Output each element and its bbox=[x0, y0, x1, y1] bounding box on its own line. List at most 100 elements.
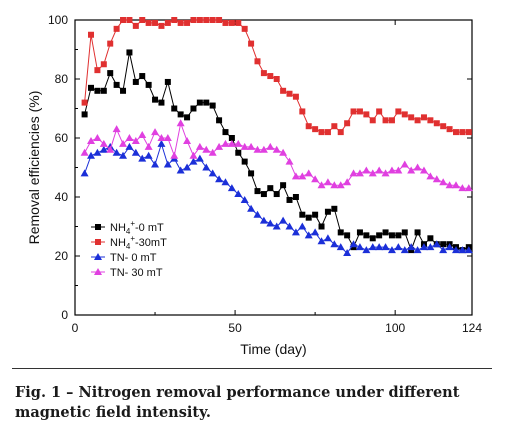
data-point bbox=[235, 149, 242, 156]
data-point bbox=[356, 229, 363, 236]
data-point bbox=[202, 145, 211, 153]
data-point bbox=[446, 126, 453, 133]
data-point bbox=[215, 175, 224, 183]
data-point bbox=[171, 17, 178, 23]
data-point bbox=[247, 204, 256, 212]
data-point bbox=[222, 129, 229, 136]
data-point bbox=[125, 142, 134, 150]
data-point bbox=[125, 134, 134, 141]
data-point bbox=[266, 142, 275, 150]
data-point bbox=[408, 114, 415, 121]
series-2 bbox=[80, 139, 473, 257]
data-point bbox=[228, 135, 235, 141]
data-point bbox=[291, 228, 300, 236]
data-point bbox=[344, 120, 351, 127]
data-point bbox=[259, 216, 268, 224]
data-point bbox=[305, 214, 312, 221]
data-point bbox=[330, 240, 339, 248]
data-point bbox=[388, 117, 395, 124]
data-point bbox=[241, 158, 248, 165]
data-point bbox=[400, 246, 409, 254]
data-point bbox=[120, 17, 127, 23]
legend-label-superscript: + bbox=[130, 234, 135, 243]
data-point bbox=[355, 169, 364, 177]
legend-item: TN- 30 mT bbox=[91, 267, 163, 279]
data-point bbox=[432, 240, 441, 248]
legend-marker bbox=[95, 224, 101, 230]
legend-label-part: -0 mT bbox=[135, 222, 164, 234]
data-point bbox=[362, 246, 371, 254]
data-point bbox=[414, 229, 421, 236]
data-point bbox=[196, 99, 203, 106]
data-point bbox=[286, 90, 293, 97]
data-point bbox=[267, 73, 274, 80]
data-point bbox=[209, 17, 216, 23]
data-point bbox=[152, 19, 159, 26]
data-point bbox=[221, 178, 230, 186]
data-point bbox=[241, 25, 248, 32]
data-point bbox=[158, 99, 165, 106]
legend-label: NH4+-30mT bbox=[110, 234, 167, 251]
data-point bbox=[221, 139, 230, 147]
data-point bbox=[272, 222, 281, 230]
legend-label-subscript: 4 bbox=[126, 242, 131, 251]
data-point bbox=[260, 70, 267, 77]
data-point bbox=[285, 222, 294, 230]
data-point bbox=[324, 208, 331, 215]
data-point bbox=[336, 181, 345, 189]
legend-item: TN- 0 mT bbox=[91, 252, 157, 264]
data-point bbox=[401, 229, 408, 236]
data-point bbox=[304, 231, 313, 239]
data-point bbox=[323, 234, 332, 242]
data-point bbox=[382, 229, 389, 236]
y-tick-label: 100 bbox=[48, 13, 68, 27]
legend-label-part: NH bbox=[110, 222, 126, 234]
data-point bbox=[318, 129, 325, 136]
data-point bbox=[119, 139, 128, 147]
data-point bbox=[458, 246, 467, 254]
data-point bbox=[195, 154, 204, 162]
data-point bbox=[305, 123, 312, 130]
data-point bbox=[376, 108, 383, 115]
data-point bbox=[369, 117, 376, 124]
data-point bbox=[254, 188, 261, 195]
data-point bbox=[248, 40, 255, 47]
data-point bbox=[227, 184, 236, 192]
data-point bbox=[164, 19, 171, 26]
data-point bbox=[464, 246, 473, 254]
legend-label-part: TN- 0 mT bbox=[110, 252, 157, 264]
data-point bbox=[400, 160, 409, 168]
data-point bbox=[285, 157, 294, 165]
data-point bbox=[267, 185, 274, 192]
data-point bbox=[299, 211, 306, 218]
data-point bbox=[222, 19, 229, 26]
data-point bbox=[311, 175, 320, 183]
data-point bbox=[381, 169, 390, 177]
data-point bbox=[157, 139, 166, 147]
data-point bbox=[292, 93, 299, 100]
data-point bbox=[209, 102, 216, 109]
data-point bbox=[299, 108, 306, 115]
data-point bbox=[254, 58, 261, 65]
data-point bbox=[382, 117, 389, 124]
data-point bbox=[138, 154, 147, 162]
data-point bbox=[132, 22, 139, 29]
data-point bbox=[368, 169, 377, 177]
data-point bbox=[87, 151, 96, 159]
data-point bbox=[401, 111, 408, 118]
data-point bbox=[260, 191, 267, 198]
data-point bbox=[190, 105, 197, 112]
data-point bbox=[439, 246, 448, 254]
data-point bbox=[216, 17, 223, 23]
data-point bbox=[152, 96, 159, 103]
data-point bbox=[311, 228, 320, 236]
y-axis-title: Removal efficiencies (%) bbox=[26, 91, 42, 245]
data-point bbox=[202, 163, 211, 171]
data-point bbox=[94, 67, 101, 74]
data-point bbox=[394, 166, 403, 174]
data-point bbox=[99, 139, 108, 147]
data-point bbox=[298, 172, 307, 180]
data-point bbox=[317, 181, 326, 189]
data-point bbox=[286, 196, 293, 203]
data-point bbox=[183, 163, 192, 171]
